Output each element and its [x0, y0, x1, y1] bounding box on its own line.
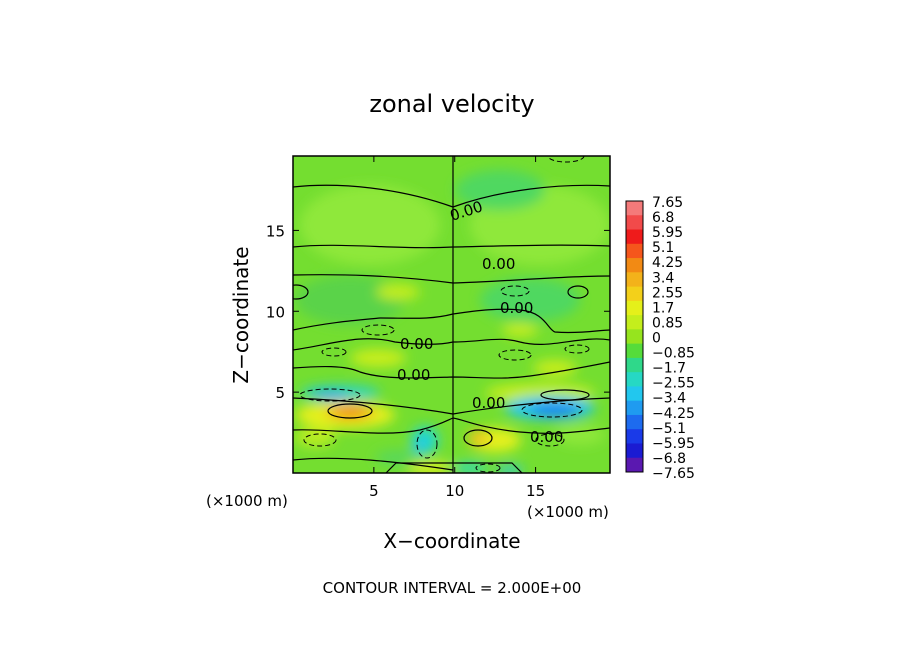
contour-label: 0.00	[482, 255, 515, 273]
x-tick-label: 5	[369, 482, 379, 500]
colorbar-label: −6.8	[652, 451, 686, 467]
colorbar-label: 7.65	[652, 195, 683, 211]
x-unit-note-left: (×1000 m)	[206, 492, 288, 510]
contour-labels: 0.00 0.00 0.00 0.00 0.00 0.00 0.00	[397, 197, 563, 446]
colorbar-swatch	[626, 315, 643, 330]
chart-title: zonal velocity	[369, 90, 534, 118]
colorbar-label: −5.1	[652, 421, 686, 437]
z-tick-label: 10	[266, 303, 285, 321]
contour-label: 0.00	[500, 299, 533, 317]
colorbar-label: 5.95	[652, 225, 683, 241]
contour-lines	[293, 156, 610, 473]
colorbar-swatch	[626, 457, 643, 473]
colorbar-swatch	[626, 201, 643, 216]
z-axis-label: Z−coordinate	[229, 246, 253, 383]
contour-label: 0.00	[400, 335, 433, 353]
colorbar-label: 0	[652, 331, 661, 347]
colorbar-swatch	[626, 386, 643, 402]
colorbar-swatch	[626, 229, 643, 245]
colorbar-label: −2.55	[652, 376, 695, 392]
color-bar: 7.656.85.955.14.253.42.551.70.850−0.85−1…	[625, 195, 695, 482]
colorbar-label: 6.8	[652, 210, 674, 226]
colorbar-swatch	[626, 372, 643, 387]
colorbar-swatch	[626, 215, 643, 231]
contour-label: 0.00	[397, 366, 430, 384]
colorbar-label: −7.65	[652, 466, 695, 482]
colorbar-swatch	[626, 272, 643, 288]
plot-frame	[292, 155, 611, 474]
z-tick-label: 5	[275, 384, 285, 402]
negative-contours	[299, 156, 590, 473]
colorbar-swatch	[626, 357, 643, 373]
contour-interval-note: CONTOUR INTERVAL = 2.000E+00	[323, 579, 582, 597]
colorbar-label: −5.95	[652, 436, 695, 452]
colorbar-label: −3.4	[652, 391, 686, 407]
colorbar-swatch	[626, 286, 643, 302]
z-axis-ticks: 5 10 15	[266, 222, 610, 402]
velocity-field: 0.00 0.00 0.00 0.00 0.00 0.00 0.00	[293, 156, 610, 473]
colorbar-swatch	[626, 429, 643, 444]
colorbar-label: −1.7	[652, 361, 686, 377]
color-blobs	[295, 170, 610, 473]
x-axis-label: X−coordinate	[383, 529, 520, 553]
colorbar-swatch	[626, 300, 643, 316]
colorbar-label: 3.4	[652, 270, 674, 286]
x-unit-note-right: (×1000 m)	[527, 503, 609, 521]
contour-label: 0.00	[530, 428, 563, 446]
colorbar-frame	[625, 200, 644, 473]
colorbar-label: −0.85	[652, 346, 695, 362]
colorbar-swatch	[626, 443, 643, 459]
colorbar-swatch	[626, 343, 643, 359]
colorbar-label: 2.55	[652, 285, 683, 301]
colorbar-swatch	[626, 243, 643, 259]
colorbar-label: 1.7	[652, 300, 674, 316]
z-tick-label: 15	[266, 222, 285, 240]
contour-label: 0.00	[472, 394, 505, 412]
colorbar-swatch	[626, 400, 643, 416]
x-axis-ticks: 5 10 15	[369, 156, 545, 500]
colorbar-label: −4.25	[652, 406, 695, 422]
x-tick-label: 10	[445, 482, 464, 500]
x-tick-label: 15	[526, 482, 545, 500]
colorbar-swatch	[626, 258, 643, 273]
colorbar-label: 4.25	[652, 255, 683, 271]
colorbar-swatch	[626, 329, 643, 345]
colorbar-label: 0.85	[652, 315, 683, 331]
colorbar-swatch	[626, 414, 643, 430]
colorbar-label: 5.1	[652, 240, 674, 256]
